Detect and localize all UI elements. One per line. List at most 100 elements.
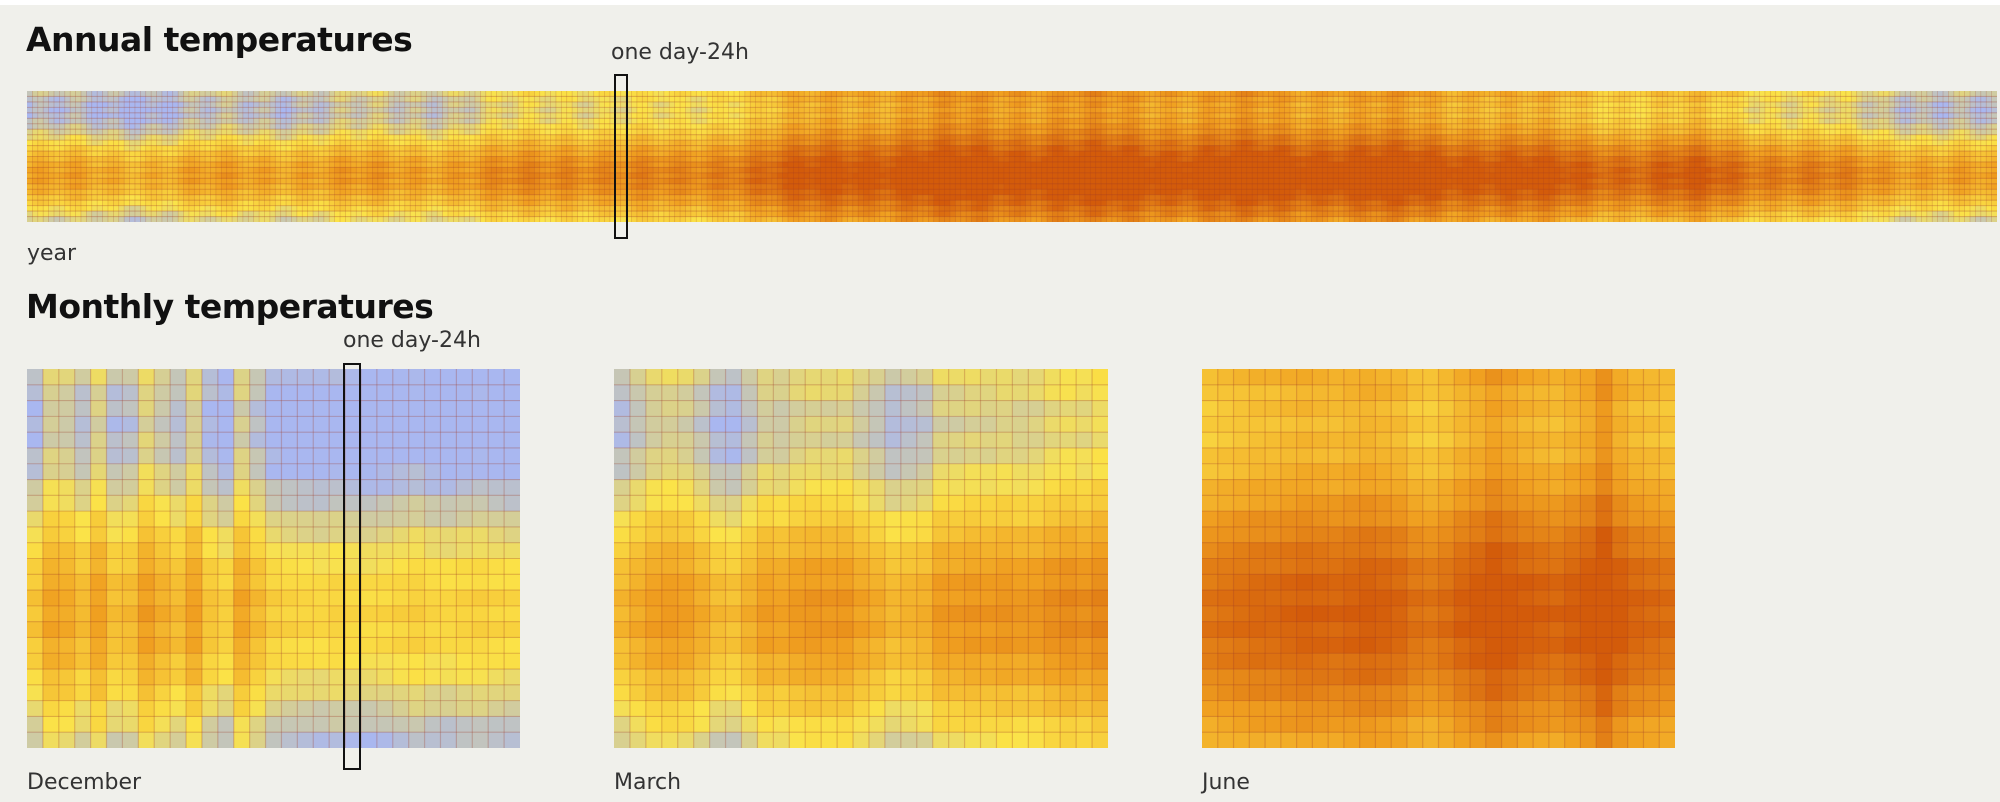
heat-cell-annual-d58-h12 [340, 156, 347, 163]
heat-cell-annual-d104-h8 [588, 134, 595, 141]
heat-cell-annual-d14-h23 [102, 216, 109, 222]
heat-cell-annual-d121-h0 [680, 91, 687, 98]
heat-cell-annual-d171-h9 [949, 140, 956, 147]
heat-cell-annual-d158-h23 [879, 216, 886, 222]
heat-cell-annual-d38-h18 [232, 189, 239, 196]
heat-cell-annual-d144-h21 [804, 205, 811, 212]
heat-cell-annual-d35-h11 [215, 151, 222, 158]
heat-cell-annual-d14-h9 [102, 140, 109, 147]
heat-cell-annual-d39-h15 [237, 172, 244, 179]
heat-cell-annual-d131-h20 [734, 200, 741, 207]
heat-cell-annual-d12-h11 [91, 151, 98, 158]
heat-cell-annual-d161-h23 [895, 216, 902, 222]
heat-cell-annual-d133-h22 [744, 211, 751, 218]
heat-cell-annual-d8-h1 [70, 96, 77, 103]
heat-cell-annual-d194-h20 [1074, 200, 1081, 207]
heat-cell-annual-d191-h2 [1057, 101, 1064, 108]
heat-cell-annual-d197-h3 [1090, 107, 1097, 114]
heat-cell-annual-d68-h11 [394, 151, 401, 158]
heat-cell-annual-d142-h0 [793, 91, 800, 98]
heat-cell-annual-d20-h11 [134, 151, 141, 158]
heat-cell-annual-d98-h11 [555, 151, 562, 158]
heat-cell-annual-d156-h23 [868, 216, 875, 222]
heat-cell-annual-d66-h1 [383, 96, 390, 103]
heat-cell-annual-d128-h15 [717, 172, 724, 179]
heat-cell-annual-d145-h6 [809, 123, 816, 130]
heat-cell-annual-d42-h13 [253, 161, 260, 169]
heat-cell-annual-d1-h13 [32, 161, 39, 169]
heat-cell-annual-d53-h4 [313, 112, 320, 119]
heat-cell-annual-d93-h14 [528, 167, 535, 174]
heat-cell-annual-d103-h0 [582, 91, 589, 98]
heat-cell-annual-d19-h23 [129, 216, 136, 222]
heat-cell-annual-d120-h8 [674, 134, 681, 141]
heat-cell-annual-d159-h23 [885, 216, 892, 222]
heat-cell-annual-d126-h15 [707, 172, 714, 179]
heat-cell-annual-d21-h7 [140, 129, 147, 136]
heat-cell-annual-d68-h9 [394, 140, 401, 147]
heat-cell-annual-d136-h22 [761, 211, 768, 218]
heat-cell-annual-d129-h4 [723, 112, 730, 119]
heat-cell-annual-d166-h2 [922, 101, 929, 108]
heat-cell-annual-d134-h18 [750, 189, 757, 196]
heat-cell-annual-d65-h22 [377, 211, 384, 218]
heat-cell-annual-d206-h1 [1138, 96, 1145, 103]
heat-cell-annual-d96-h9 [545, 140, 552, 147]
heat-cell-annual-d69-h21 [399, 205, 406, 212]
heat-cell-annual-d161-h11 [895, 151, 902, 158]
heat-cell-annual-d16-h18 [113, 189, 120, 196]
heat-cell-annual-d75-h6 [431, 123, 438, 130]
heat-cell-annual-d191-h9 [1057, 140, 1064, 147]
heat-cell-annual-d74-h7 [426, 129, 433, 136]
heat-cell-annual-d56-h22 [329, 211, 336, 218]
heat-cell-annual-d123-h10 [690, 145, 697, 152]
heat-cell-annual-d130-h22 [728, 211, 735, 218]
heat-cell-annual-d179-h16 [993, 178, 1000, 185]
heat-cell-annual-d30-h3 [188, 107, 195, 114]
heat-cell-annual-d127-h14 [712, 167, 719, 174]
heat-cell-annual-d40-h7 [242, 129, 249, 136]
heat-cell-annual-d133-h18 [744, 189, 751, 196]
heat-cell-annual-d114-h17 [642, 183, 649, 190]
heat-cell-annual-d26-h20 [167, 200, 174, 207]
heat-cell-annual-d38-h19 [232, 194, 239, 201]
heat-cell-annual-d146-h19 [815, 194, 821, 201]
heat-cell-annual-d122-h14 [685, 167, 692, 174]
heat-cell-annual-d192-h23 [1063, 216, 1070, 222]
heat-cell-annual-d27-h18 [172, 189, 179, 196]
heat-cell-annual-d113-h7 [636, 129, 643, 136]
heat-cell-annual-d102-h23 [577, 216, 584, 222]
heat-cell-annual-d90-h21 [512, 205, 519, 212]
heat-cell-annual-d149-h12 [831, 156, 838, 163]
heat-cell-annual-d169-h2 [939, 101, 946, 108]
heat-cell-annual-d92-h18 [523, 189, 530, 196]
heat-cell-annual-d182-h4 [1009, 112, 1016, 119]
heat-cell-annual-d54-h0 [318, 91, 325, 98]
heat-cell-annual-d62-h4 [361, 112, 368, 119]
heat-cell-annual-d132-h19 [739, 194, 746, 201]
heat-cell-annual-d97-h0 [550, 91, 557, 98]
heat-cell-annual-d63-h23 [367, 216, 374, 222]
heat-cell-annual-d131-h12 [734, 156, 741, 163]
heat-cell-annual-d153-h16 [852, 178, 859, 185]
heat-cell-annual-d201-h12 [1111, 156, 1118, 163]
heat-cell-annual-d100-h7 [566, 129, 573, 136]
heat-cell-annual-d39-h2 [237, 101, 244, 108]
heat-cell-annual-d36-h14 [221, 167, 228, 174]
heat-cell-annual-d82-h14 [469, 167, 476, 174]
heat-cell-annual-d124-h4 [696, 112, 703, 119]
heat-cell-annual-d101-h2 [572, 101, 579, 108]
heat-cell-annual-d165-h23 [917, 216, 924, 222]
heat-cell-annual-d133-h10 [744, 145, 751, 152]
heat-cell-annual-d163-h11 [906, 151, 913, 158]
heat-cell-annual-d21-h15 [140, 172, 147, 179]
heat-cell-annual-d28-h14 [178, 167, 185, 174]
heat-cell-annual-d59-h4 [345, 112, 352, 119]
heat-cell-annual-d38-h12 [232, 156, 239, 163]
heat-cell-annual-d33-h19 [205, 194, 212, 201]
heat-cell-annual-d154-h23 [858, 216, 865, 222]
heat-cell-annual-d109-h22 [615, 211, 622, 218]
heat-cell-annual-d65-h10 [377, 145, 384, 152]
heat-cell-annual-d66-h13 [383, 161, 390, 169]
heat-cell-annual-d139-h23 [777, 216, 784, 222]
